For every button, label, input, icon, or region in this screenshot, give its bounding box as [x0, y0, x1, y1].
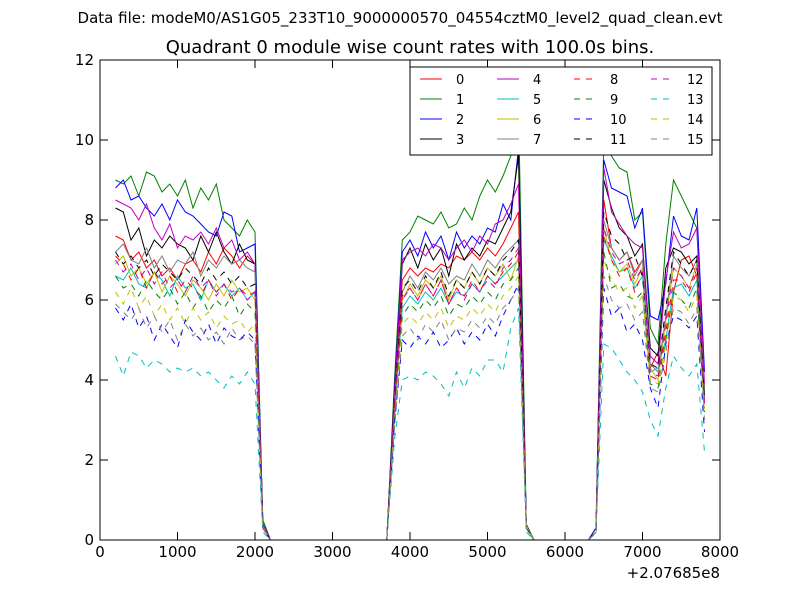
legend-label-14: 14 [687, 113, 704, 128]
series-line-2 [115, 147, 705, 540]
chart-title: Quadrant 0 module wise count rates with … [166, 37, 655, 58]
x-tick-label: 8000 [701, 543, 739, 561]
y-tick-label: 6 [84, 291, 94, 309]
series-line-12 [115, 227, 705, 540]
legend-box [409, 66, 713, 156]
legend-label-11: 11 [610, 133, 627, 148]
legend-label-7: 7 [533, 133, 541, 148]
legend-label-8: 8 [610, 73, 618, 88]
y-tick-label: 12 [75, 51, 94, 69]
y-tick-label: 2 [84, 451, 94, 469]
x-tick-label: 7000 [623, 543, 661, 561]
x-tick-label: 2000 [236, 543, 274, 561]
x-axis-offset-label: +2.07685e8 [627, 564, 720, 582]
axes: 0 1000 2000 3000 4000 5000 6000 7000 80000246810… [75, 51, 739, 561]
legend-label-10: 10 [610, 113, 627, 128]
y-tick-label: 4 [84, 371, 94, 389]
series-line-4 [115, 167, 705, 540]
y-tick-label: 10 [75, 131, 94, 149]
series-line-0 [115, 199, 705, 540]
legend-label-6: 6 [533, 113, 541, 128]
x-tick-label: 6000 [546, 543, 584, 561]
y-tick-label: 0 [84, 531, 94, 549]
y-tick-label: 8 [84, 211, 94, 229]
figure-suptitle: Data file: modeM0/AS1G05_233T10_90000005… [77, 9, 723, 27]
legend-label-1: 1 [456, 93, 464, 108]
plot-area [115, 103, 705, 540]
x-tick-label: 4000 [391, 543, 429, 561]
legend-label-3: 3 [456, 133, 464, 148]
series-line-8 [115, 235, 705, 540]
series-line-14 [115, 259, 705, 540]
legend-label-2: 2 [456, 113, 464, 128]
series-line-11 [115, 211, 705, 540]
series-line-1 [115, 103, 705, 540]
legend-label-5: 5 [533, 93, 541, 108]
series-line-13 [115, 307, 705, 540]
series-line-7 [115, 219, 705, 540]
legend-label-9: 9 [610, 93, 618, 108]
legend-label-13: 13 [687, 93, 704, 108]
x-tick-label: 3000 [313, 543, 351, 561]
x-tick-label: 0 [95, 543, 105, 561]
series-line-10 [115, 283, 705, 540]
series-line-3 [115, 155, 705, 540]
x-tick-label: 1000 [158, 543, 196, 561]
legend-label-0: 0 [456, 73, 464, 88]
legend-label-4: 4 [533, 73, 541, 88]
x-tick-label: 5000 [468, 543, 506, 561]
legend-label-12: 12 [687, 73, 704, 88]
series-line-15 [115, 275, 705, 540]
series-line-9 [115, 251, 705, 540]
series-line-6 [115, 227, 705, 540]
legend-label-15: 15 [687, 133, 704, 148]
series-line-5 [115, 239, 705, 540]
